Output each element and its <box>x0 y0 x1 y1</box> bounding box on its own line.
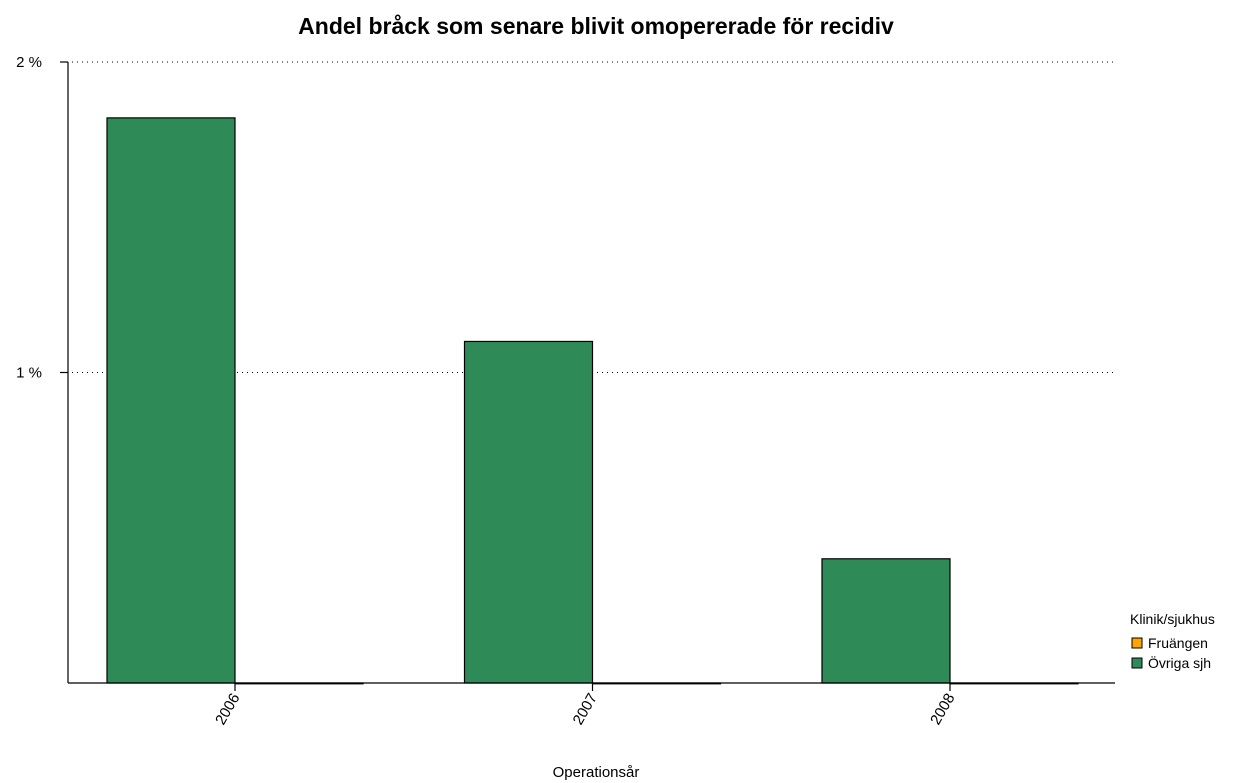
legend-swatch <box>1131 637 1143 649</box>
bars <box>106 117 1079 685</box>
chart-title: Andel bråck som senare blivit omopererad… <box>298 13 894 39</box>
x-tick-label: 2007 <box>570 691 601 728</box>
legend-swatch <box>1131 657 1143 669</box>
y-tick-label: 2 % <box>16 54 42 71</box>
bar-2008-ovriga <box>821 558 951 684</box>
bar-2006-ovriga <box>106 117 236 684</box>
legend-label: Fruängen <box>1148 635 1208 651</box>
y-tick-label: 1 % <box>16 365 42 382</box>
x-axis: 2006 2007 2008 <box>212 683 958 728</box>
legend-title: Klinik/sjukhus <box>1130 611 1215 627</box>
x-tick-label: 2006 <box>212 691 243 728</box>
legend: Klinik/sjukhus Fruängen Övriga sjh <box>1130 611 1215 671</box>
bar-2007-ovriga <box>463 340 594 684</box>
x-axis-title: Operationsår <box>553 764 640 781</box>
x-tick-label: 2008 <box>927 691 958 728</box>
legend-label: Övriga sjh <box>1148 654 1211 671</box>
y-axis: 1 % 2 % <box>16 54 68 382</box>
